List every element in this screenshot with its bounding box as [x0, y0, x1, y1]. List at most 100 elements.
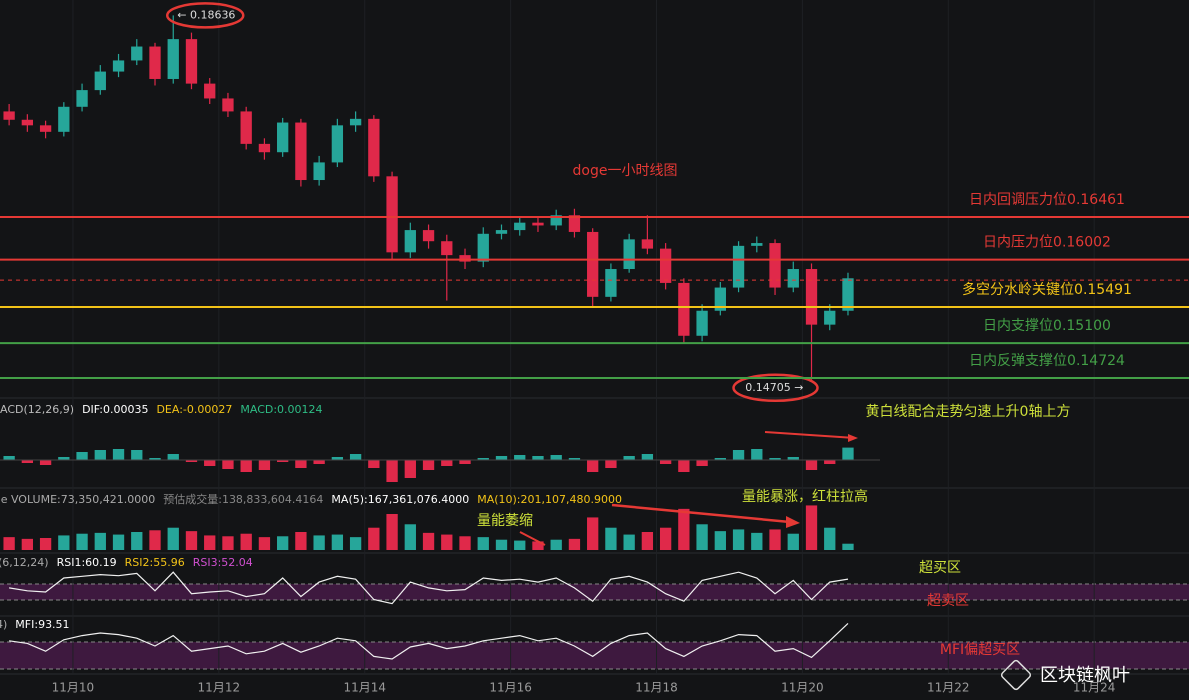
candle-body	[258, 143, 271, 153]
candle-body	[76, 90, 88, 107]
macd-bar	[3, 456, 15, 460]
candle-body	[459, 255, 471, 262]
macd-bar	[732, 450, 745, 460]
volume-bar	[112, 534, 125, 550]
x-tick-label: 11月14	[343, 681, 386, 695]
volume-bar	[404, 524, 416, 550]
indicator-header: MA(10):201,107,480.9000	[477, 493, 622, 506]
volume-bar	[222, 536, 234, 550]
volume-note: 量能暴涨，红柱拉高	[742, 488, 868, 505]
candle-body	[58, 106, 70, 132]
volume-bar	[477, 537, 489, 550]
volume-bar	[623, 534, 635, 550]
indicator-header: 4)	[0, 618, 7, 631]
macd-bar	[131, 450, 143, 460]
volume-note: 量能萎缩	[477, 513, 533, 529]
candle-body	[112, 60, 125, 72]
indicator-header: 预估成交量:138,833,604.4164	[163, 492, 323, 506]
rsi-band	[0, 584, 1189, 600]
volume-bar	[714, 531, 726, 550]
volume-bar	[204, 535, 216, 550]
x-tick-label: 11月18	[635, 681, 678, 695]
volume-bar	[94, 532, 106, 550]
candle-body	[477, 233, 489, 262]
candle-body	[131, 46, 143, 61]
macd-bar	[696, 460, 708, 466]
volume-bar	[659, 527, 672, 550]
indicator-header: (6,12,24)	[0, 556, 49, 569]
arrow	[764, 431, 856, 439]
volume-bar	[131, 532, 143, 550]
macd-bar	[349, 454, 362, 460]
macd-bar	[222, 460, 234, 469]
arrow	[611, 503, 791, 524]
macd-bar	[769, 458, 781, 460]
volume-bar	[368, 527, 380, 550]
candle-body	[313, 162, 325, 181]
volume-bar	[696, 524, 708, 550]
high-label: ← 0.18636	[177, 8, 235, 21]
x-tick-label: 11月16	[489, 681, 532, 695]
macd-bar	[605, 460, 617, 468]
level-label: 日内压力位0.16002	[983, 235, 1111, 251]
macd-bar	[623, 456, 635, 460]
macd-bar	[459, 460, 471, 464]
candle-body	[21, 119, 34, 126]
low-label: 0.14705 →	[745, 381, 803, 394]
x-tick-label: 11月12	[198, 681, 241, 695]
watermark: 区块链枫叶	[1040, 665, 1130, 686]
macd-bar	[441, 460, 453, 466]
candle-body	[641, 239, 654, 249]
volume-bar	[842, 543, 854, 550]
volume-bar	[39, 538, 52, 550]
volume-bar	[787, 533, 799, 550]
x-tick-label: 11月20	[781, 681, 824, 695]
candle-body	[623, 239, 635, 270]
volume-bar	[349, 537, 362, 550]
macd-bar	[659, 460, 672, 464]
highlight	[732, 373, 819, 403]
volume-bar	[386, 514, 398, 550]
arrow	[519, 531, 546, 546]
volume-bar	[441, 534, 453, 550]
macd-bar	[477, 458, 489, 460]
highlight	[165, 2, 245, 29]
candle-body	[732, 245, 745, 288]
candle-body	[696, 310, 708, 336]
indicator-header: RSI1:60.19	[57, 556, 117, 569]
volume-bar	[3, 537, 15, 550]
macd-bar	[787, 457, 799, 460]
macd-bar	[313, 460, 325, 464]
macd-bar	[368, 460, 380, 468]
volume-bar	[313, 535, 325, 550]
rsi-note: 超买区	[919, 560, 961, 576]
volume-bar	[732, 529, 745, 550]
candle-body	[39, 125, 52, 132]
macd-bar	[714, 458, 726, 460]
candle-body	[331, 125, 344, 163]
volume-bar	[495, 539, 508, 550]
candle-body	[277, 122, 289, 153]
macd-bar	[842, 447, 854, 460]
candle-body	[295, 122, 307, 181]
volume-bar	[459, 536, 471, 550]
volume-bar	[751, 532, 763, 550]
volume-bar	[824, 527, 836, 550]
candle-body	[824, 310, 836, 325]
macd-bar	[167, 454, 179, 460]
volume-bar	[678, 508, 690, 550]
candle-body	[495, 230, 508, 234]
macd-bar	[641, 454, 654, 460]
indicator-header: DIF:0.00035	[82, 403, 148, 416]
mfi-note: MFI偏超买区	[940, 642, 1020, 658]
level-label: 日内回调压力位0.16461	[969, 192, 1125, 208]
volume-bar	[514, 540, 526, 550]
macd-bar	[331, 457, 344, 460]
rsi-line	[9, 571, 849, 605]
candle-body	[787, 269, 799, 288]
indicator-header: RSI3:52.04	[193, 556, 253, 569]
volume-bar	[605, 527, 617, 550]
macd-bar	[39, 460, 52, 465]
candle-body	[204, 83, 216, 99]
